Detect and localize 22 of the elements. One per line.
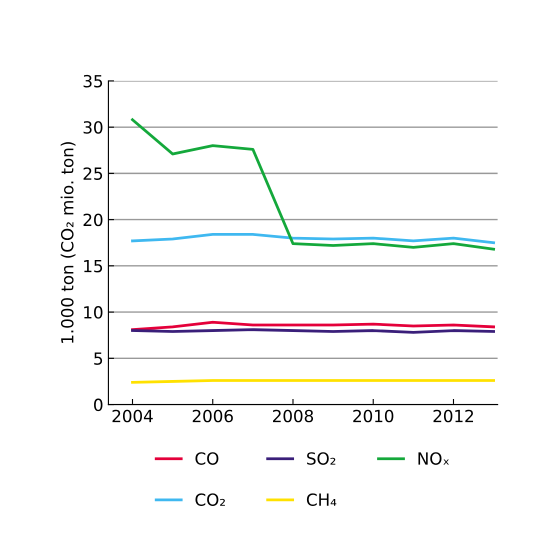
legend-label: CO [195, 452, 218, 465]
x-tick-label: 2010 [353, 410, 394, 422]
y-tick-label: 5 [94, 352, 102, 365]
x-tick-label: 2006 [192, 410, 233, 422]
x-tick-label: 2004 [112, 410, 153, 422]
legend-label: CH₄ [306, 493, 336, 506]
x-tick-label: 2008 [273, 410, 314, 422]
y-tick-label: 30 [84, 121, 102, 134]
y-tick-label: 10 [84, 306, 102, 319]
y-tick-label: 35 [84, 74, 102, 88]
line-series [131, 118, 495, 251]
legend-label: CO₂ [195, 493, 225, 506]
y-tick-label: 15 [84, 260, 102, 272]
y-tick-label: 25 [84, 167, 102, 180]
x-tick-label: 2012 [433, 410, 474, 422]
legend-label: NOₓ [418, 452, 449, 465]
legend-label: SO₂ [307, 452, 336, 465]
line-series [131, 233, 495, 244]
y-tick-label: 20 [84, 214, 102, 226]
y-tick-label: 0 [94, 398, 102, 412]
y-axis-title: 1.000 ton (CO₂ mio. ton) [60, 142, 76, 343]
line-series [131, 320, 495, 332]
